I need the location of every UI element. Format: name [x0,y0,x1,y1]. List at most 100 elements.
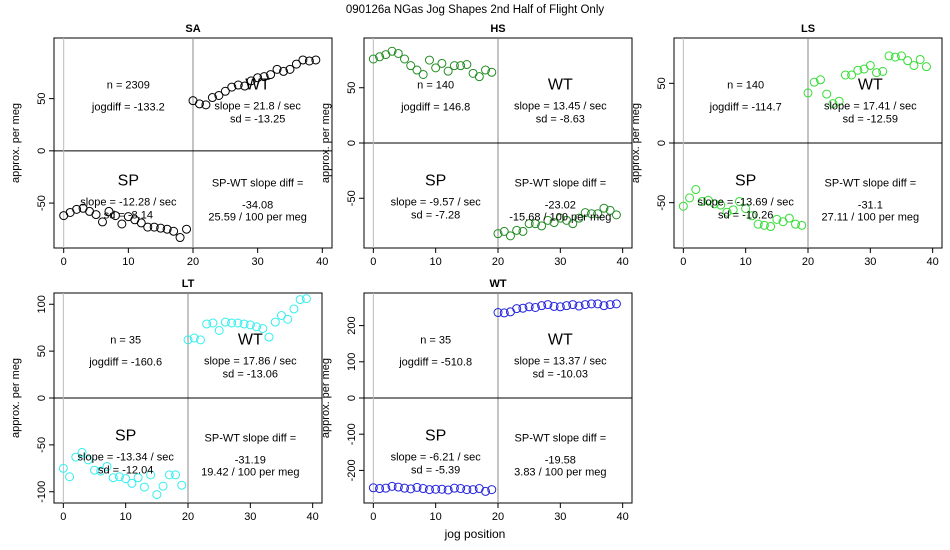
x-tick-label: 20 [187,256,199,268]
sp-label: SP [425,173,446,190]
panel-title: SA [185,23,200,35]
data-point [301,294,311,304]
data-point [834,96,844,106]
panel-wt: WT 0 10 20 30 40 -200 -100 0 100 200 approx. per me… [320,278,633,523]
sp-sd: sd = -5.39 [411,465,460,477]
x-tick-label: 40 [617,511,629,523]
data-point [393,48,403,58]
data-point [437,484,447,494]
panel-title: LS [801,23,815,35]
y-tick-label: -200 [346,459,358,481]
y-tick-label: -50 [346,190,358,206]
x-tick-label: 40 [927,256,939,268]
wt-sd: sd = -12.59 [843,114,898,126]
data-point [462,485,472,495]
sp-slope: slope = -13.69 / sec [698,197,795,209]
data-point [171,470,181,480]
data-point [574,213,584,223]
data-point [182,224,192,234]
data-point [169,226,179,236]
data-point [499,308,509,318]
data-point [387,481,397,491]
data-point [611,210,621,220]
data-point [298,55,308,65]
wt-slope: slope = 17.86 / sec [204,356,297,368]
data-point [149,222,159,232]
n-annotation: n = 140 [727,80,764,92]
data-point [183,335,193,345]
data-point [295,295,305,305]
figure-xlabel: jog position [444,527,506,541]
data-point [289,304,299,314]
data-point [803,88,813,98]
jogdiff-annotation: jogdiff = 146.8 [400,102,470,114]
data-point [443,485,453,495]
data-point [133,473,143,483]
jogdiff-annotation: jogdiff = -114.7 [709,102,782,114]
n-annotation: n = 35 [110,335,141,347]
data-point [586,209,596,219]
data-point [784,213,794,223]
data-point [481,486,491,496]
data-point [468,68,478,78]
wt-label: WT [548,332,573,349]
y-axis-label: approx. per meg [320,358,332,438]
data-point [58,463,68,473]
panel-sa: SA 0 10 20 30 40 -50 0 50 approx. per meg n = 2309… [10,23,333,268]
data-point [202,319,212,329]
data-point [865,60,875,70]
data-point [266,70,276,80]
data-point [896,51,906,61]
data-point [424,485,434,495]
sp-slope: slope = -12.28 / sec [80,197,177,209]
y-tick-label: 50 [346,82,358,94]
x-tick-label: 40 [316,256,328,268]
data-point [537,221,547,231]
data-point [555,213,565,223]
data-point [239,319,249,329]
data-point [741,204,751,214]
sp-sd: sd = -10.26 [718,210,773,222]
data-point [406,484,416,494]
data-point [253,73,263,83]
data-point [233,80,243,90]
data-point [233,318,243,328]
wt-sd: sd = -13.25 [230,114,285,126]
wt-sd: sd = -10.03 [533,369,588,381]
jogdiff-annotation: jogdiff = -160.6 [88,357,162,369]
y-tick-label: 0 [36,148,48,154]
x-tick-label: 10 [122,256,134,268]
data-point [214,90,224,100]
data-point [462,60,472,70]
data-point [815,75,825,85]
data-point [586,299,596,309]
data-point [270,317,280,327]
x-tick-label: 20 [802,256,814,268]
data-point [505,231,515,241]
data-point [65,472,75,482]
data-point [722,207,732,217]
data-point [753,219,763,229]
data-point [393,482,403,492]
data-point [412,65,422,75]
data-point [530,219,540,229]
sp-slope: slope = -9.57 / sec [391,197,482,209]
data-point [220,317,230,327]
data-point [872,68,882,78]
panels-group: SA 0 10 20 30 40 -50 0 50 approx. per meg n = 2309… [10,23,943,523]
diff-title: SP-WT slope diff = [205,433,297,445]
n-annotation: n = 140 [417,80,454,92]
data-point [599,301,609,311]
data-point [412,482,422,492]
data-point [734,196,744,206]
x-tick-label: 40 [617,256,629,268]
data-point [117,219,127,229]
data-point [921,62,931,72]
y-tick-label: 50 [36,345,48,357]
y-tick-label: -100 [36,481,48,503]
diff-per-meg: 3.83 / 100 per meg [514,467,606,479]
data-point [524,219,534,229]
jogdiff-annotation: jogdiff = -510.8 [398,357,472,369]
data-point [605,205,615,215]
data-point [71,452,81,462]
